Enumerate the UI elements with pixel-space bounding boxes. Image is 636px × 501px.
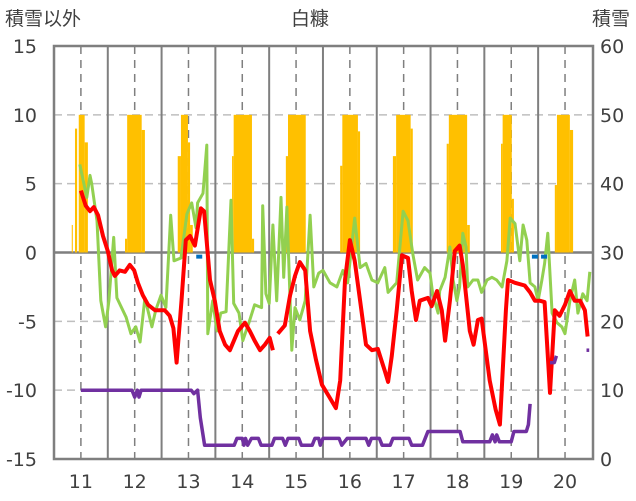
x-tick-label: 13 — [176, 471, 200, 493]
x-tick-label: 19 — [499, 471, 523, 493]
precip-mark — [196, 254, 203, 259]
sunshine-bar — [285, 156, 288, 253]
right-tick-label: 30 — [600, 243, 624, 265]
x-tick-label: 12 — [123, 471, 147, 493]
sunshine-bar — [177, 156, 181, 253]
temperature-line — [276, 238, 590, 427]
sunshine-bar — [501, 143, 503, 253]
precip-mark — [541, 254, 548, 259]
sunshine-bar — [554, 185, 557, 253]
left-tick-label: -15 — [6, 449, 37, 471]
sunshine-bar — [287, 114, 306, 253]
sunshine-bar — [569, 129, 574, 253]
x-tick-label: 14 — [230, 471, 254, 493]
sunshine-bar — [448, 114, 468, 253]
right-tick-label: 20 — [600, 311, 624, 333]
series-lines — [78, 143, 592, 447]
sunshine-bar — [141, 129, 145, 253]
x-tick-label: 17 — [392, 471, 416, 493]
plot-frame — [52, 44, 595, 461]
sunshine-bar — [410, 128, 413, 253]
sunshine-bar — [357, 131, 361, 253]
sunshine-bar — [187, 142, 191, 253]
x-tick-label: 20 — [553, 471, 577, 493]
sunshine-bar — [446, 143, 449, 253]
snow-depth-line — [80, 388, 532, 447]
other-series-line — [78, 143, 592, 352]
left-tick-label: 0 — [25, 243, 37, 265]
left-axis-label: 積雪以外 — [5, 8, 81, 30]
precip-mark — [531, 254, 538, 259]
chart-title: 白糠 — [291, 7, 329, 30]
sunshine-bar — [392, 156, 397, 253]
snow-depth-line — [550, 355, 559, 365]
x-tick-label: 16 — [338, 471, 362, 493]
sunshine-bar — [71, 224, 73, 253]
sunshine-bar — [232, 156, 234, 253]
right-tick-label: 40 — [600, 174, 624, 196]
sunshine-bar — [233, 114, 252, 253]
right-tick-label: 50 — [600, 105, 624, 127]
sunshine-bar — [74, 128, 78, 253]
left-tick-label: 15 — [13, 36, 37, 58]
sunshine-bar — [78, 114, 85, 253]
sunshine-bar — [180, 114, 188, 253]
x-tick-label: 11 — [69, 471, 93, 493]
left-tick-label: 5 — [25, 174, 37, 196]
temperature-line — [78, 189, 275, 365]
right-tick-label: 0 — [600, 449, 612, 471]
sunshine-bar — [127, 114, 142, 253]
x-tick-label: 15 — [284, 471, 308, 493]
plot-border — [52, 44, 595, 461]
right-tick-label: 10 — [600, 380, 624, 402]
sunshine-bar — [467, 224, 470, 253]
sunshine-bar — [340, 165, 343, 253]
left-tick-label: 10 — [13, 105, 37, 127]
right-axis-label: 積雪 — [592, 8, 630, 30]
left-tick-label: -5 — [18, 311, 37, 333]
sunshine-bar — [125, 238, 128, 253]
x-tick-label: 18 — [445, 471, 469, 493]
sunshine-bar — [502, 114, 512, 253]
sunshine-bar — [251, 238, 255, 253]
sunshine-bar — [556, 114, 570, 253]
right-tick-label: 60 — [600, 36, 624, 58]
sunshine-bar — [511, 198, 514, 253]
left-tick-label: -10 — [6, 380, 37, 402]
